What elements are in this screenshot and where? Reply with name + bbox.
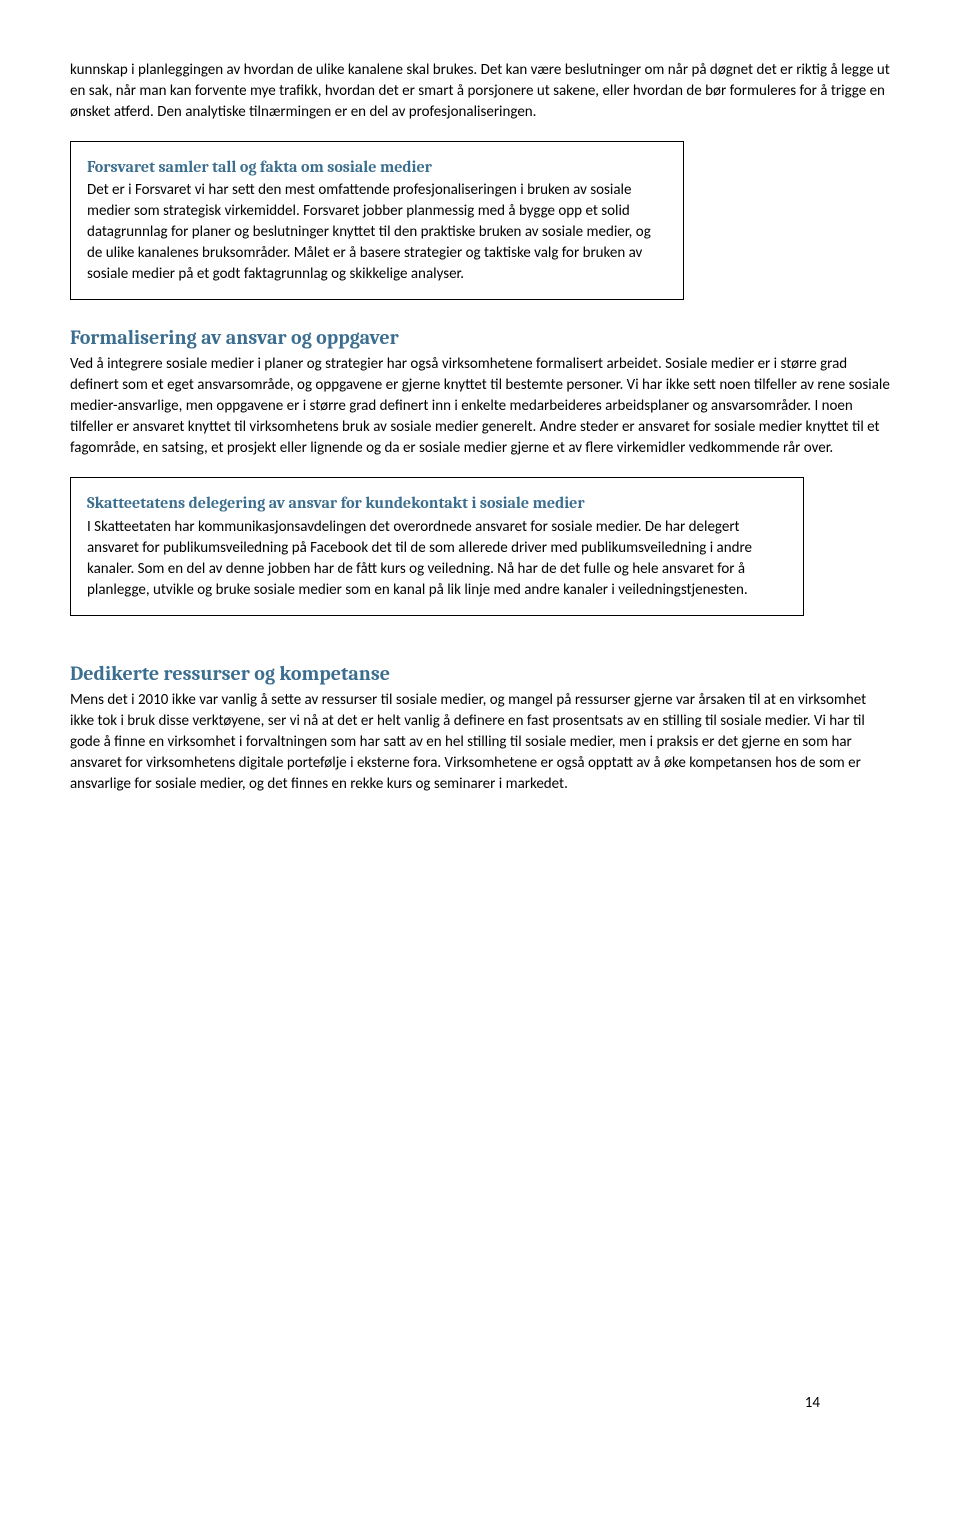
- section-heading-dedikerte: Dedikerte ressurser og kompetanse: [70, 660, 890, 688]
- section-body: Mens det i 2010 ikke var vanlig å sette …: [70, 690, 890, 795]
- intro-paragraph: kunnskap i planleggingen av hvordan de u…: [70, 60, 890, 123]
- section-body: Ved å integrere sosiale medier i planer …: [70, 354, 890, 459]
- callout-forsvaret: Forsvaret samler tall og fakta om sosial…: [70, 141, 684, 300]
- section-heading-formalisering: Formalisering av ansvar og oppgaver: [70, 324, 890, 352]
- callout-title: Forsvaret samler tall og fakta om sosial…: [87, 156, 667, 178]
- page-container: kunnskap i planleggingen av hvordan de u…: [70, 60, 890, 1454]
- callout-body: I Skatteetaten har kommunikasjonsavdelin…: [87, 517, 787, 601]
- callout-body: Det er i Forsvaret vi har sett den mest …: [87, 180, 667, 285]
- page-number: 14: [805, 1393, 820, 1414]
- callout-title: Skatteetatens delegering av ansvar for k…: [87, 492, 787, 514]
- callout-skatteetaten: Skatteetatens delegering av ansvar for k…: [70, 477, 804, 615]
